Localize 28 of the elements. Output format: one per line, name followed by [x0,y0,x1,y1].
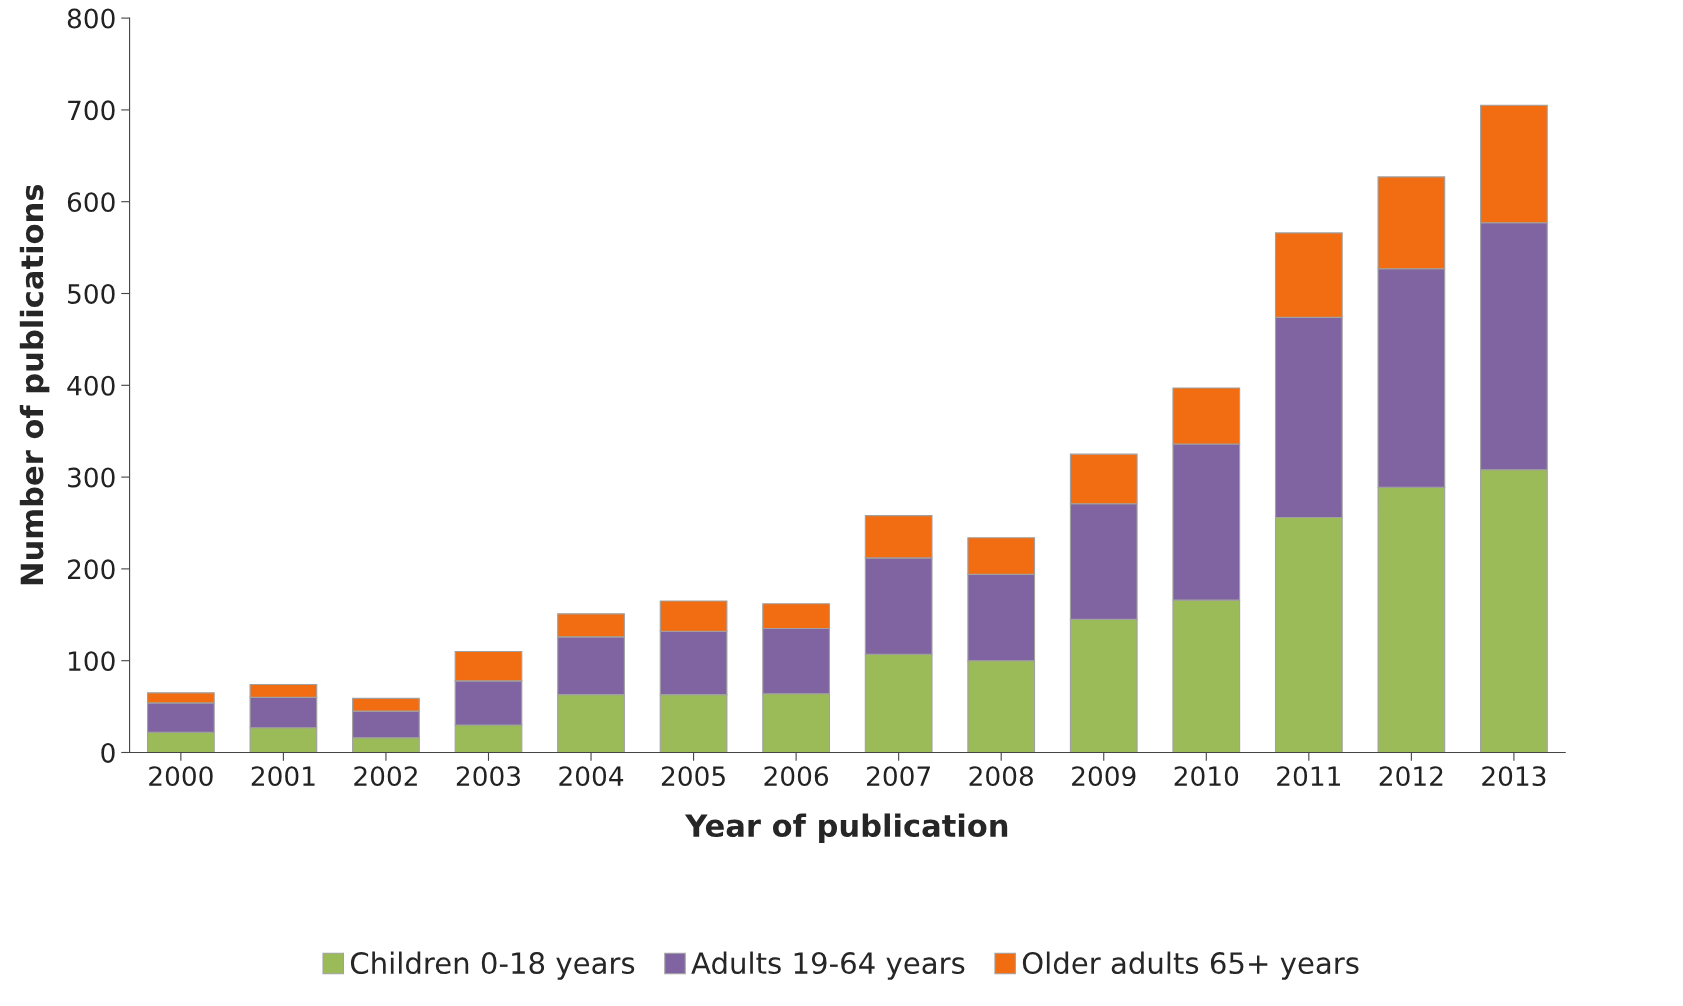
x-tick-label: 2010 [1174,766,1239,787]
x-tick-label: 2013 [1482,766,1546,787]
y-tick-label: 100 [68,651,115,672]
x-tick-label: 2003 [456,766,520,787]
y-tick-label: 0 [101,742,115,763]
x-tick-label: 2004 [559,766,624,787]
x-axis-title: Year of publication [684,813,1008,844]
x-tick-label: 2007 [867,766,930,787]
y-tick-label: 800 [67,8,115,29]
x-tick-label: 2000 [149,766,213,787]
x-tick-label: 2008 [969,766,1033,787]
y-axis-title: Number of publications [19,184,50,585]
x-tick-label: 2005 [661,766,725,787]
x-tick-label: 2012 [1379,766,1443,787]
legend-label: Older adults 65+ years [1022,951,1359,980]
legend-label: Adults 19-64 years [691,951,965,980]
y-tick-label: 600 [67,192,115,213]
x-tick-label: 2006 [764,766,829,787]
y-tick-label: 700 [68,100,115,121]
y-tick-label: 300 [68,467,115,488]
y-tick-label: 400 [67,375,115,396]
y-tick-label: 200 [67,559,115,580]
x-tick-label: 2011 [1277,766,1340,787]
x-tick-label: 2009 [1072,766,1136,787]
legend-label: Children 0-18 years [350,951,635,980]
x-tick-label: 2001 [251,766,315,787]
y-tick-label: 500 [68,283,115,304]
x-tick-label: 2002 [354,766,417,787]
